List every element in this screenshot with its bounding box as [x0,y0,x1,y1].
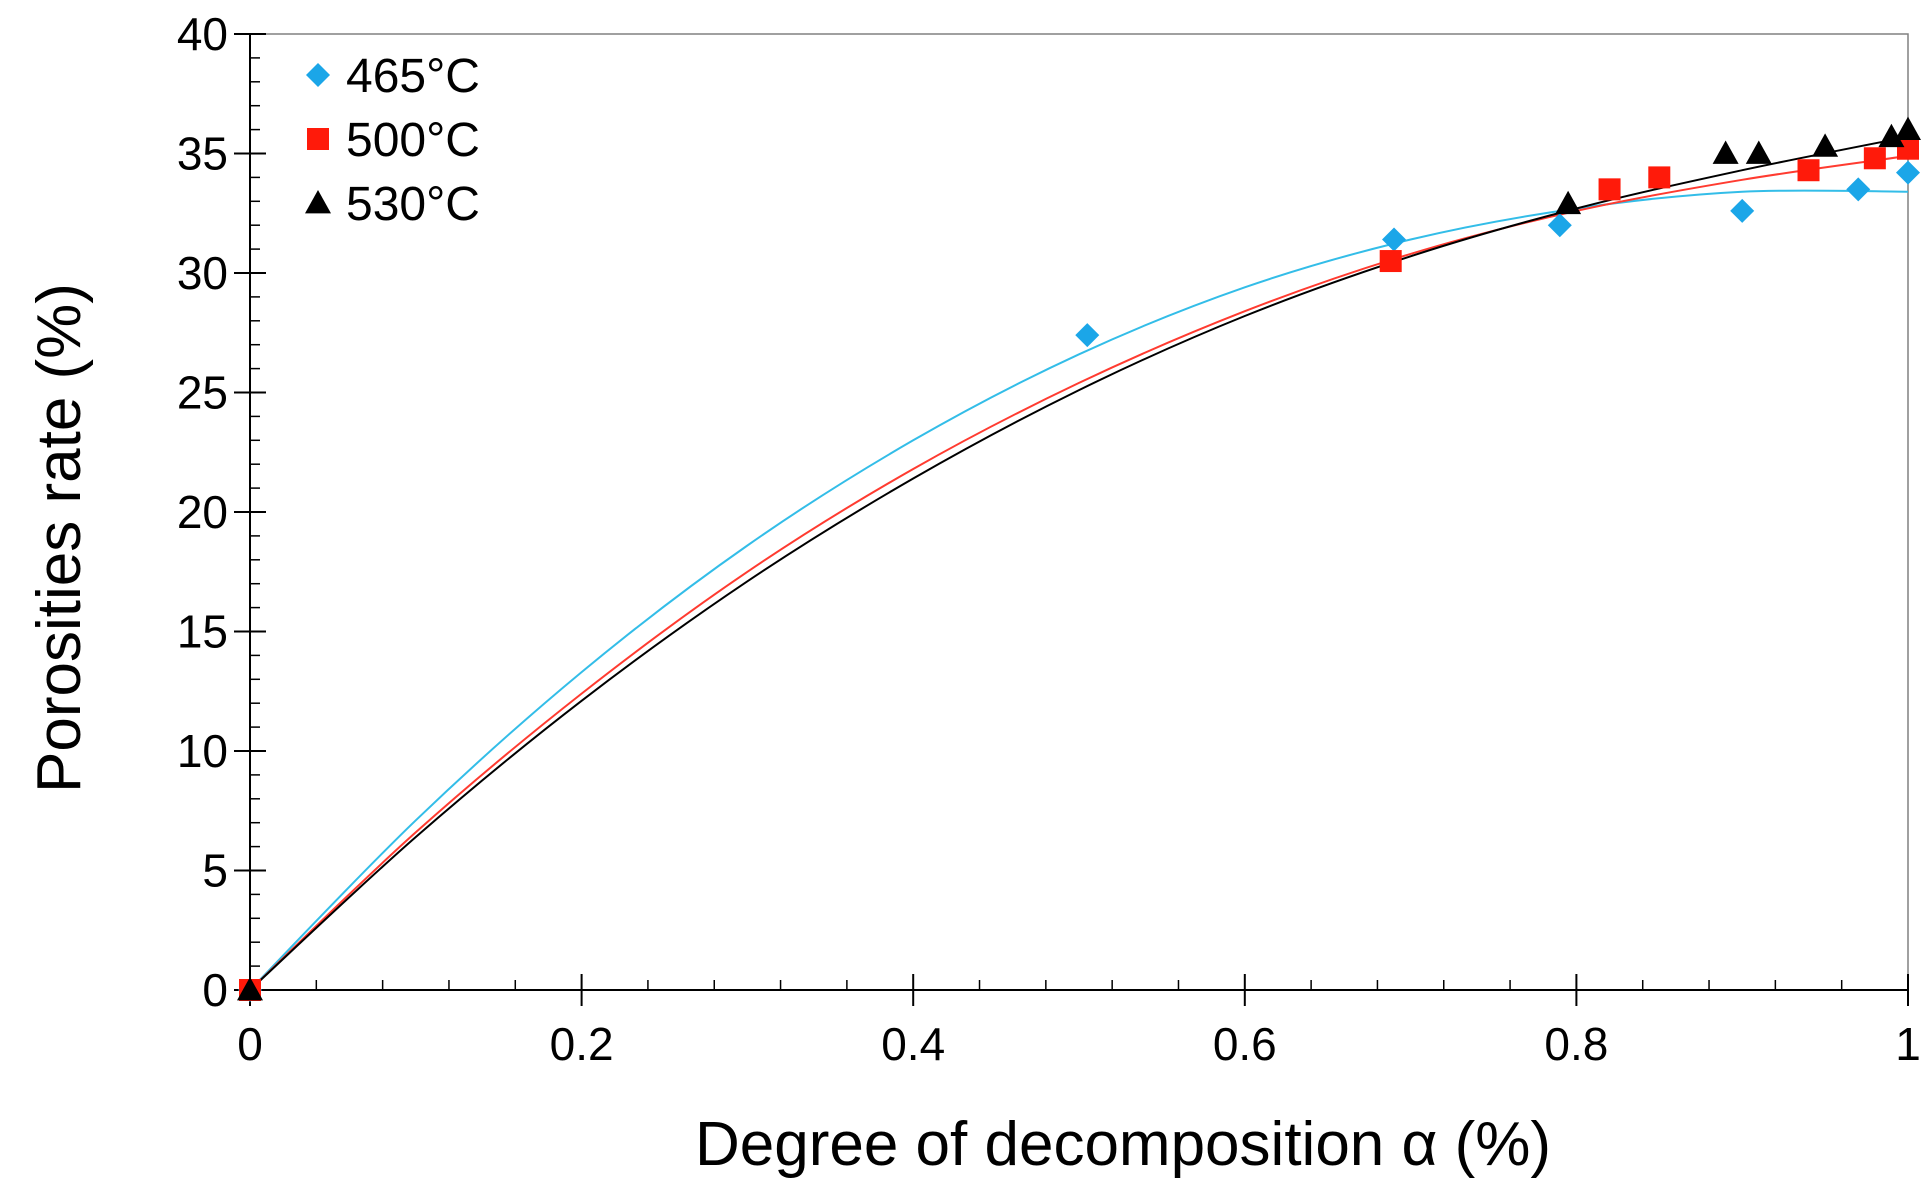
y-tick-label: 20 [177,486,228,538]
legend: 465°C 500°C 530°C [305,50,480,231]
y-tick-label: 10 [177,725,228,777]
x-tick-label: 0.2 [550,1018,614,1070]
triangle-data-point [1712,140,1739,164]
axis-ticks: 0 5 10 15 20 25 30 35 40 0 0.2 0.4 0.6 0.8 1 [177,8,1921,1070]
y-tick-label: 5 [202,845,228,897]
legend-marker-square [307,128,329,150]
triangle-data-point [1878,123,1905,148]
x-axis-title: Degree of decomposition α (%) [695,1110,1551,1179]
y-axis-title: Porosities rate (%) [25,283,94,793]
legend-label-diamond: 465°C [346,50,480,103]
data-points [237,116,1921,1002]
legend-marker-triangle [305,190,331,214]
diamond-data-point [1730,198,1755,223]
square-data-point [1648,166,1671,189]
fit-curves [249,135,1909,991]
y-tick-label: 30 [177,247,228,299]
legend-label-triangle: 530°C [346,178,480,231]
square-data-point [1863,147,1886,170]
triangle-fit-curve [249,135,1909,991]
triangle-data-point [237,977,263,1001]
square-data-point [1379,250,1402,273]
diamond-fit-curve [249,189,1909,991]
x-tick-label: 0.8 [1544,1018,1608,1070]
diamond-data-point [1547,213,1572,238]
diamond-data-point [1075,323,1100,348]
diamond-data-point [1896,160,1920,185]
y-tick-label: 15 [177,606,228,658]
y-tick-label: 25 [177,367,228,419]
triangle-data-point [1895,116,1921,140]
triangle-data-point [1745,140,1772,164]
legend-marker-diamond [306,63,330,87]
square-data-point [1598,178,1621,201]
square-fit-curve [249,154,1909,991]
x-tick-label: 0 [237,1018,263,1070]
diamond-data-point [1846,177,1871,202]
y-tick-label: 40 [177,8,228,60]
diamond-data-point [1382,227,1407,252]
triangle-data-point [1555,190,1582,215]
triangle-data-point [1812,133,1839,157]
x-tick-label: 1 [1895,1018,1921,1070]
y-tick-label: 35 [177,128,228,180]
square-data-point [1797,159,1820,182]
square-data-point [1897,137,1919,160]
x-tick-label: 0.4 [881,1018,945,1070]
y-tick-label: 0 [202,964,228,1016]
x-tick-label: 0.6 [1213,1018,1277,1070]
legend-label-square: 500°C [346,114,480,167]
